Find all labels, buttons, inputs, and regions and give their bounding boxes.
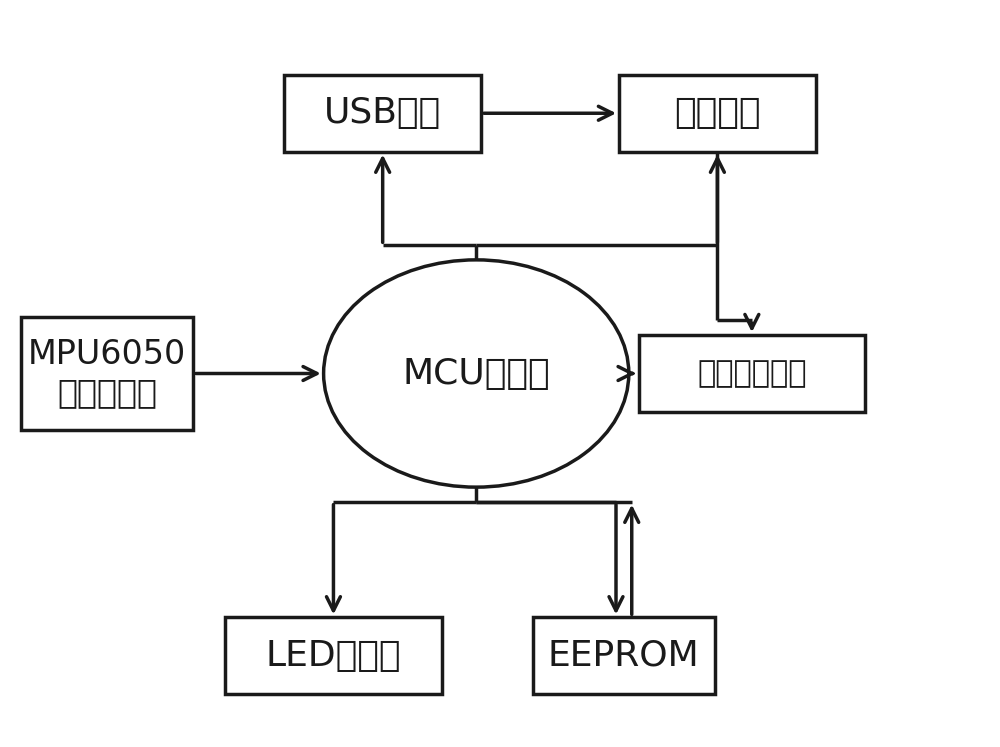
Bar (533, 617, 715, 694)
Text: USB接口: USB接口 (324, 96, 441, 130)
Bar (639, 335, 865, 412)
Text: MPU6050
加速传感器: MPU6050 加速传感器 (28, 338, 186, 409)
Text: LED指示灯: LED指示灯 (266, 639, 401, 673)
Bar (225, 617, 442, 694)
Text: MCU控制器: MCU控制器 (402, 356, 550, 391)
Bar (284, 75, 481, 152)
Text: EEPROM: EEPROM (548, 639, 700, 673)
Text: 无线传输模块: 无线传输模块 (697, 359, 807, 388)
Bar (21, 317, 193, 430)
Text: 电源模块: 电源模块 (674, 96, 761, 130)
Bar (619, 75, 816, 152)
Ellipse shape (324, 260, 629, 487)
